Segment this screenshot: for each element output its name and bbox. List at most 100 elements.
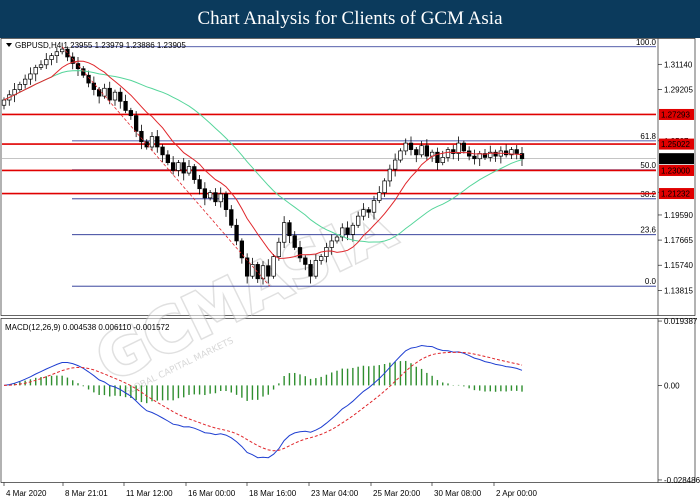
candle-body — [17, 84, 23, 90]
candle-body — [424, 145, 430, 157]
page-title: Chart Analysis for Clients of GCM Asia — [197, 8, 503, 29]
candle-body — [445, 149, 451, 158]
candle — [133, 111, 139, 138]
candle-body — [329, 240, 334, 248]
candle — [91, 76, 97, 96]
candle — [213, 188, 218, 206]
candle-body — [435, 151, 440, 163]
candle-body — [133, 115, 139, 132]
candle-body — [250, 264, 255, 277]
candle — [355, 211, 361, 228]
candle — [59, 42, 65, 55]
candle-body — [350, 224, 356, 235]
candle-body — [28, 73, 33, 80]
candle — [308, 259, 313, 284]
candle — [366, 207, 371, 218]
candle-body — [403, 142, 408, 152]
candle — [318, 253, 324, 265]
macd-line — [3, 344, 523, 459]
candle-body — [324, 247, 329, 257]
candle-body — [75, 63, 81, 70]
candle — [223, 191, 229, 217]
candle — [414, 146, 419, 163]
candle-body — [176, 162, 181, 171]
candle — [144, 139, 149, 150]
candle — [281, 216, 287, 248]
y-tick-label: 1.19590 — [664, 211, 693, 220]
candle — [519, 146, 525, 167]
fib-level-label: 23.6 — [640, 226, 656, 235]
candle — [303, 255, 308, 271]
candle — [33, 64, 38, 82]
candle-body — [514, 149, 519, 154]
price-label-box — [659, 108, 694, 120]
macd-signal-line — [3, 351, 523, 452]
candle — [493, 149, 498, 162]
fib-level-label: 100.0 — [636, 38, 657, 47]
candle-body — [218, 193, 223, 203]
candle — [287, 220, 292, 244]
y-tick-label: 1.17665 — [664, 236, 693, 245]
candle-body — [451, 149, 456, 154]
candle — [155, 130, 160, 153]
candle-body — [519, 153, 525, 160]
candle — [112, 89, 118, 106]
candle-body — [398, 150, 403, 161]
candle — [160, 144, 165, 163]
candle-body — [266, 265, 271, 277]
candle-body — [509, 149, 514, 156]
candle — [128, 107, 134, 120]
candle — [81, 66, 86, 78]
candle — [54, 47, 60, 63]
candle — [22, 74, 28, 89]
candle-body — [271, 256, 276, 277]
candle-body — [181, 162, 186, 174]
price-label: 1.27293 — [661, 110, 690, 119]
candle — [70, 52, 75, 70]
candle-body — [22, 78, 28, 85]
candle-body — [139, 130, 144, 143]
candle-body — [70, 56, 75, 64]
price-label: 1.23905 — [661, 155, 690, 164]
y-tick-label: 1.29205 — [664, 86, 693, 95]
candle-body — [387, 168, 393, 182]
x-tick-label: 11 Mar 12:00 — [126, 489, 173, 498]
candle-body — [102, 87, 107, 97]
candle — [503, 144, 509, 158]
price-label: 1.23000 — [661, 166, 690, 175]
candle-body — [355, 215, 361, 226]
candle-body — [308, 264, 313, 277]
candle-body — [229, 209, 234, 226]
candle-body — [38, 64, 44, 68]
candle — [514, 145, 519, 160]
y-tick-label: 1.31140 — [664, 60, 693, 69]
candle — [202, 182, 208, 206]
price-label: 1.21232 — [661, 190, 690, 199]
fast-moving-average-line — [3, 60, 523, 259]
candle-body — [81, 68, 86, 76]
candle-body — [408, 142, 414, 150]
candle-body — [207, 192, 213, 199]
candle — [218, 187, 223, 208]
chart-title: GBPUSD,H4 1.23955 1.23979 1.23886 1.2390… — [15, 41, 186, 50]
candle-body — [377, 192, 382, 201]
fib-level-label: 0.0 — [645, 277, 657, 286]
candle — [361, 203, 366, 221]
candle-body — [472, 155, 477, 160]
chevron-down-icon[interactable] — [6, 43, 12, 47]
y-tick-label: 1.15740 — [664, 261, 693, 270]
candle — [207, 190, 213, 201]
candle — [102, 83, 107, 99]
candle — [38, 60, 44, 71]
candle-body — [44, 59, 49, 66]
candle — [387, 164, 393, 187]
candle-body — [366, 209, 371, 213]
macd-y-tick-label: 0.00 — [664, 381, 680, 390]
candle — [181, 158, 186, 181]
candle — [461, 140, 467, 154]
candle — [345, 221, 350, 241]
price-label-box — [659, 138, 694, 150]
candle-body — [461, 142, 467, 152]
candle-body — [503, 150, 509, 156]
candle — [292, 231, 297, 251]
